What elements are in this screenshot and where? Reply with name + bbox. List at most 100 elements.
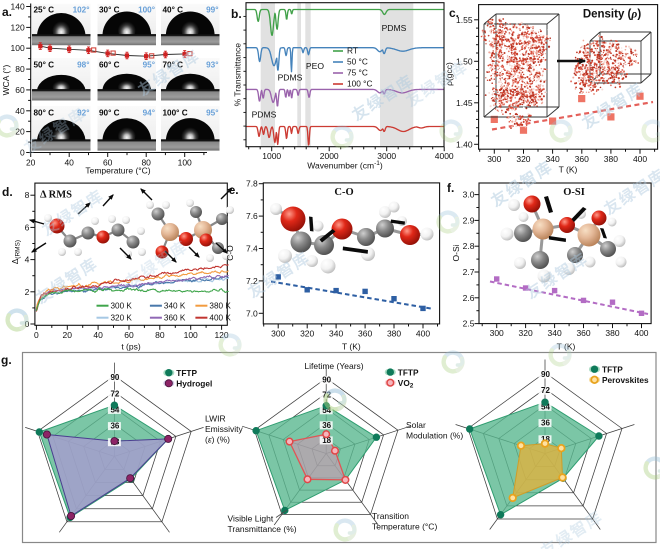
svg-text:Modulation (%): Modulation (%) [406,431,463,441]
svg-text:4: 4 [25,255,30,265]
svg-text:360: 360 [575,154,589,164]
svg-text:1.55: 1.55 [456,15,473,25]
svg-text:6: 6 [25,222,30,232]
svg-text:20: 20 [26,158,36,168]
svg-text:20: 20 [15,127,25,137]
svg-text:Emissivity: Emissivity [205,424,244,434]
svg-text:T (K): T (K) [342,342,361,352]
svg-text:300 K: 300 K [111,302,133,311]
svg-text:80° C: 80° C [34,109,55,118]
svg-text:PDMS: PDMS [278,73,303,83]
svg-text:0: 0 [34,330,39,340]
svg-text:C-O: C-O [225,245,235,261]
svg-text:50 °C: 50 °C [347,57,368,67]
svg-text:7.8: 7.8 [246,179,258,189]
svg-text:380: 380 [605,328,619,338]
svg-text:Wavenumber (cm-1): Wavenumber (cm-1) [307,160,383,171]
svg-text:320: 320 [300,328,314,338]
svg-text:2: 2 [25,287,30,297]
svg-text:102°: 102° [73,6,90,15]
svg-text:2.9: 2.9 [463,215,475,225]
svg-text:60° C: 60° C [99,61,120,70]
svg-text:50° C: 50° C [34,61,55,70]
svg-text:3.0: 3.0 [463,190,475,200]
svg-text:380: 380 [387,328,401,338]
svg-text:400: 400 [633,154,647,164]
svg-text:(ε) (%): (ε) (%) [205,435,230,445]
svg-text:60: 60 [15,85,25,95]
svg-text:4000: 4000 [435,151,454,161]
svg-text:TFTP: TFTP [602,364,623,374]
svg-text:Perovskites: Perovskites [602,375,649,385]
svg-text:18: 18 [541,435,550,444]
svg-text:VO2: VO2 [398,378,414,390]
svg-text:ρ(gcc): ρ(gcc) [444,62,454,86]
svg-text:40: 40 [15,106,25,116]
svg-text:3000: 3000 [377,151,396,161]
svg-text:400: 400 [416,328,430,338]
svg-text:340: 340 [546,154,560,164]
svg-text:C-O: C-O [334,187,353,198]
svg-text:30° C: 30° C [99,6,120,15]
svg-text:2.7: 2.7 [463,267,475,277]
svg-text:20: 20 [63,330,73,340]
svg-text:7.2: 7.2 [246,276,258,286]
svg-text:Transmittance (%): Transmittance (%) [228,524,297,534]
svg-text:1000: 1000 [262,151,281,161]
svg-text:54: 54 [541,402,550,411]
svg-text:1.40: 1.40 [456,139,473,149]
svg-text:7.4: 7.4 [246,244,258,254]
svg-text:320: 320 [519,328,533,338]
svg-text:Δ(RMS): Δ(RMS) [11,240,22,264]
svg-text:LWIR: LWIR [205,414,226,424]
svg-text:72: 72 [541,386,550,395]
svg-text:Transition: Transition [372,511,409,521]
svg-text:95°: 95° [206,109,218,118]
svg-text:93°: 93° [206,61,218,70]
svg-text:90° C: 90° C [99,109,120,118]
svg-text:80: 80 [15,64,25,74]
svg-text:95°: 95° [143,61,155,70]
svg-text:54: 54 [322,406,331,415]
svg-text:100 °C: 100 °C [347,79,372,89]
svg-text:2000: 2000 [320,151,339,161]
svg-text:Temperature (°C): Temperature (°C) [85,166,150,176]
svg-text:O-Si: O-Si [451,244,461,261]
svg-text:7.0: 7.0 [246,308,258,318]
svg-text:60: 60 [124,330,134,340]
svg-text:90: 90 [322,376,331,385]
svg-text:f.: f. [447,181,454,195]
svg-text:92°: 92° [77,109,89,118]
svg-text:340: 340 [329,328,343,338]
svg-text:99°: 99° [206,6,218,15]
svg-text:98°: 98° [77,61,89,70]
svg-text:360 K: 360 K [164,314,186,323]
svg-text:0: 0 [25,319,30,329]
svg-text:54: 54 [110,405,119,414]
svg-text:RT: RT [347,46,358,56]
svg-text:40° C: 40° C [163,6,184,15]
svg-text:2.5: 2.5 [463,319,475,329]
svg-text:320 K: 320 K [111,314,133,323]
svg-text:400: 400 [634,328,648,338]
svg-text:360: 360 [576,328,590,338]
svg-text:PEO: PEO [306,61,324,71]
svg-text:90: 90 [110,373,119,382]
svg-text:Solar: Solar [406,420,426,430]
svg-text:380: 380 [604,154,618,164]
svg-text:Temperature (°C): Temperature (°C) [372,522,437,532]
svg-text:g.: g. [1,353,12,367]
svg-text:94°: 94° [143,109,155,118]
svg-text:18: 18 [322,436,331,445]
svg-text:2.8: 2.8 [463,241,475,251]
svg-text:8: 8 [25,190,30,200]
svg-text:60: 60 [103,158,113,168]
svg-text:a.: a. [2,5,12,19]
svg-text:25° C: 25° C [34,6,55,15]
svg-text:Lifetime (Years): Lifetime (Years) [304,361,363,371]
svg-text:40: 40 [93,330,103,340]
svg-text:T (K): T (K) [557,342,576,352]
svg-text:100° C: 100° C [163,109,188,118]
svg-text:e.: e. [229,183,239,197]
svg-text:Hydrogel: Hydrogel [176,379,212,389]
